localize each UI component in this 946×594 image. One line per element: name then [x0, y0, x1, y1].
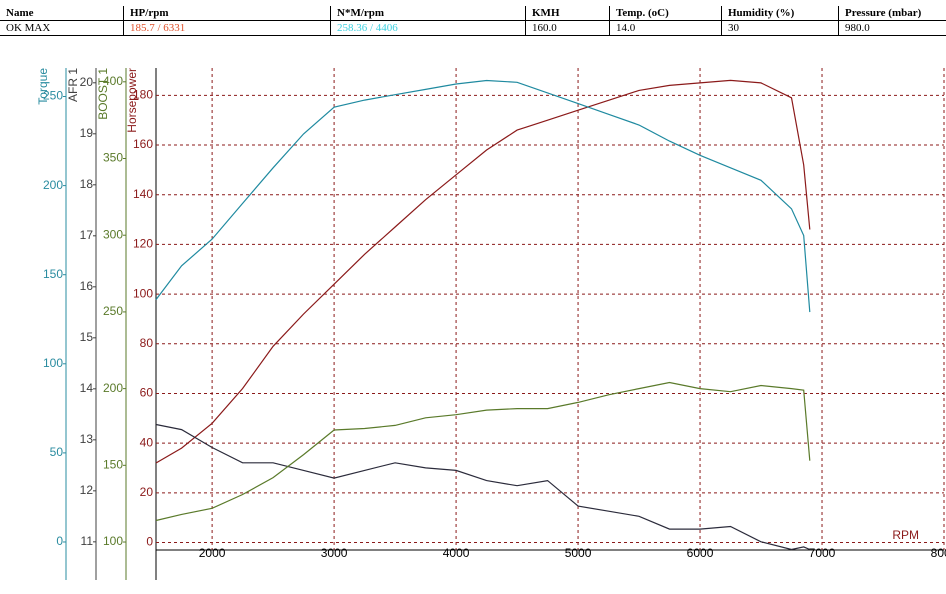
y-tick-label: 15	[80, 330, 94, 344]
y-axis-title: Horsepower	[125, 68, 139, 133]
y-tick-label: 250	[43, 89, 63, 103]
summary-table: Name HP/rpm N*M/rpm KMH Temp. (oC) Humid…	[0, 6, 946, 36]
header-cell: Name	[0, 6, 124, 21]
y-tick-label: 400	[103, 74, 123, 88]
y-tick-label: 60	[140, 386, 154, 400]
y-axis-title: AFR 1	[66, 68, 80, 102]
header-cell: Pressure (mbar)	[838, 6, 946, 21]
x-tick-label: 7000	[809, 546, 836, 560]
cell: 980.0	[838, 20, 946, 36]
y-tick-label: 40	[140, 435, 154, 449]
data-row: OK MAX 185.7 / 6331 258.36 / 4406 160.0 …	[0, 20, 946, 36]
cell: 258.36 / 4406	[330, 20, 526, 36]
y-tick-label: 140	[133, 187, 153, 201]
y-tick-label: 100	[43, 356, 63, 370]
y-tick-label: 0	[146, 535, 153, 549]
y-axis-title: BOOST 1	[96, 68, 110, 120]
y-tick-label: 200	[103, 381, 123, 395]
x-tick-label: 8000	[931, 546, 946, 560]
y-tick-label: 150	[103, 457, 123, 471]
y-tick-label: 12	[80, 483, 94, 497]
header-cell: HP/rpm	[123, 6, 331, 21]
y-tick-label: 14	[80, 381, 94, 395]
y-tick-label: 160	[133, 137, 153, 151]
x-tick-label: 4000	[443, 546, 470, 560]
x-tick-label: 5000	[565, 546, 592, 560]
series-line	[155, 423, 811, 551]
header-cell: N*M/rpm	[330, 6, 526, 21]
series-line	[155, 381, 811, 522]
header-row: Name HP/rpm N*M/rpm KMH Temp. (oC) Humid…	[0, 6, 946, 21]
y-tick-label: 180	[133, 88, 153, 102]
y-tick-label: 250	[103, 304, 123, 318]
header-cell: Humidity (%)	[721, 6, 839, 21]
y-tick-label: 150	[43, 267, 63, 281]
y-tick-label: 350	[103, 151, 123, 165]
series-line	[155, 79, 811, 313]
cell: 14.0	[609, 20, 722, 36]
y-tick-label: 100	[103, 534, 123, 548]
y-tick-label: 120	[133, 237, 153, 251]
cell: 185.7 / 6331	[123, 20, 331, 36]
x-axis-title: RPM	[892, 528, 919, 542]
y-tick-label: 300	[103, 227, 123, 241]
header-cell: KMH	[525, 6, 610, 21]
y-tick-label: 13	[80, 432, 94, 446]
x-tick-label: 6000	[687, 546, 714, 560]
y-tick-label: 20	[140, 485, 154, 499]
cell: OK MAX	[0, 20, 124, 36]
y-axis-title: Torque	[36, 68, 50, 105]
x-tick-label: 3000	[321, 546, 348, 560]
y-tick-label: 18	[80, 177, 94, 191]
y-tick-label: 80	[140, 336, 154, 350]
cell: 160.0	[525, 20, 610, 36]
y-tick-label: 20	[80, 75, 94, 89]
header-cell: Temp. (oC)	[609, 6, 722, 21]
y-tick-label: 200	[43, 178, 63, 192]
y-tick-label: 16	[80, 279, 94, 293]
x-tick-label: 2000	[199, 546, 226, 560]
y-tick-label: 0	[56, 534, 63, 548]
cell: 30	[721, 20, 839, 36]
y-tick-label: 50	[50, 445, 64, 459]
series-line	[155, 79, 811, 464]
y-tick-label: 19	[80, 126, 94, 140]
y-tick-label: 100	[133, 286, 153, 300]
y-tick-label: 11	[81, 534, 94, 548]
y-tick-label: 17	[80, 228, 94, 242]
